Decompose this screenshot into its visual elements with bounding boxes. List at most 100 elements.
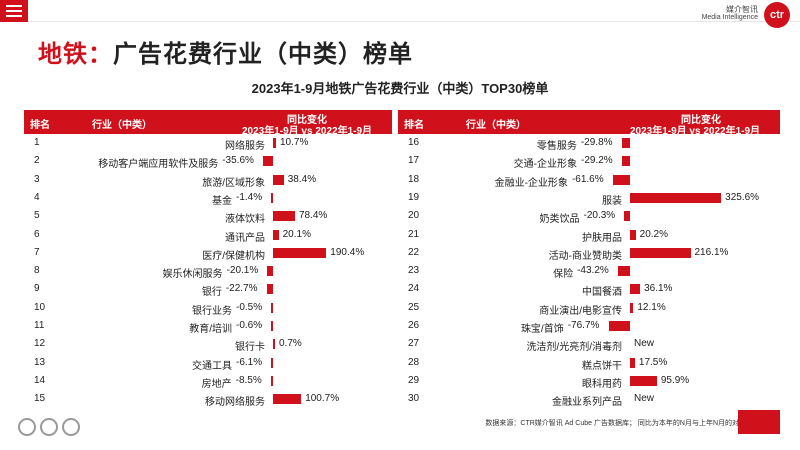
- value-label: -22.7%: [225, 283, 258, 295]
- category-label: 护肤用品: [582, 232, 622, 244]
- value-label: -43.2%: [577, 265, 609, 277]
- header-change-title: 同比变化: [681, 115, 721, 126]
- rank-label: 21: [408, 228, 420, 240]
- value-label: -20.1%: [226, 265, 259, 277]
- value-bar: [273, 138, 276, 148]
- value-label: 20.2%: [639, 228, 668, 240]
- page-title: 地铁：广告花费行业（中类）榜单: [38, 34, 413, 69]
- rank-label: 20: [408, 210, 420, 222]
- value-bar: [271, 192, 273, 203]
- value-label: New: [634, 338, 655, 350]
- rank-label: 16: [408, 137, 420, 148]
- category-label: 商业演出/电影宣传: [539, 305, 622, 317]
- page-title-prefix: 地铁：: [38, 41, 113, 68]
- header-industry: 行业（中类）: [92, 120, 152, 131]
- category-label: 交通工具: [192, 360, 232, 372]
- value-label: 216.1%: [694, 246, 729, 258]
- category-label: 网络服务: [225, 141, 265, 152]
- brand-logo: 媒介智讯 Media Intelligence ctr: [672, 2, 792, 28]
- table-row: 20 奶类饮品 -20.3%: [398, 207, 768, 225]
- table-row: 9 银行 -22.7%: [24, 280, 394, 298]
- table-row: 22 活动-商业赞助类 216.1%: [398, 244, 768, 262]
- rank-label: 14: [34, 374, 46, 386]
- rank-label: 9: [34, 283, 40, 295]
- value-label: 0.7%: [279, 338, 302, 350]
- value-bar: [608, 321, 630, 331]
- table-row: 6 通讯产品 20.1%: [24, 226, 394, 244]
- corner-accent: [738, 410, 780, 434]
- table-row: 16 零售服务 -29.8%: [398, 134, 768, 152]
- page-title-main: 广告花费行业（中类）榜单: [113, 41, 413, 68]
- value-label: 100.7%: [305, 393, 340, 405]
- value-bar: [266, 284, 273, 295]
- table-row: 27 洗洁剂/光亮剂/消毒剂 New: [398, 335, 768, 353]
- rank-label: 12: [34, 338, 46, 350]
- chart-title: 2023年1-9月地铁广告花费行业（中类）TOP30榜单: [251, 81, 549, 96]
- table-row: 8 娱乐休闲服务 -20.1%: [24, 262, 394, 280]
- table-header-left: 排名 行业（中类） 同比变化 2023年1-9月 vs 2022年1-9月: [24, 110, 392, 137]
- category-label: 眼科用药: [582, 378, 622, 390]
- rank-label: 7: [34, 246, 40, 258]
- menu-icon: [6, 5, 22, 17]
- category-label: 零售服务: [536, 141, 577, 152]
- category-label: 洗洁剂/光亮剂/消毒剂: [526, 342, 622, 354]
- rank-label: 10: [34, 301, 46, 313]
- rank-label: 15: [34, 393, 46, 405]
- category-label: 保险: [553, 269, 574, 281]
- logo-cn-text: 媒介智讯: [726, 5, 758, 14]
- value-bar: [267, 266, 273, 277]
- value-label: 20.1%: [282, 228, 311, 240]
- value-bar: [271, 302, 273, 313]
- rank-label: 5: [34, 210, 40, 222]
- category-label: 旅游/区域形象: [202, 177, 265, 189]
- category-label: 房地产: [201, 378, 232, 390]
- logo-en-text: Media Intelligence: [701, 14, 758, 21]
- table-row: 11 教育/培训 -0.6%: [24, 317, 394, 335]
- value-label: -0.6%: [236, 320, 263, 331]
- value-label: -1.4%: [236, 191, 263, 203]
- value-bar: [612, 174, 630, 185]
- rank-label: 11: [34, 320, 45, 331]
- badge-icon: [40, 418, 58, 436]
- table-row: 21 护肤用品 20.2%: [398, 226, 768, 244]
- category-label: 糕点饼干: [582, 360, 622, 372]
- rank-label: 27: [408, 338, 420, 350]
- value-label: New: [634, 393, 655, 405]
- value-bar: [630, 302, 634, 313]
- logo-mark: ctr: [764, 2, 790, 28]
- table-row: 10 银行业务 -0.5%: [24, 299, 394, 317]
- table-row: 5 液体饮料 78.4%: [24, 207, 394, 225]
- rank-label: 24: [408, 283, 420, 295]
- table-row: 4 基金 -1.4%: [24, 189, 394, 207]
- value-label: 10.7%: [279, 137, 309, 148]
- value-bar: [273, 174, 284, 185]
- value-bar: [621, 138, 630, 148]
- value-bar: [273, 394, 302, 405]
- value-bar: [263, 156, 273, 167]
- value-label: -61.6%: [571, 173, 604, 185]
- value-label: 36.1%: [644, 283, 673, 295]
- table-header-right: 排名 行业（中类） 同比变化 2023年1-9月 vs 2022年1-9月: [398, 110, 780, 137]
- value-bar: [621, 156, 630, 167]
- category-label: 液体饮料: [225, 214, 265, 226]
- value-label: -29.8%: [580, 137, 613, 148]
- table-row: 7 医疗/保健机构 190.4%: [24, 244, 394, 262]
- table-row: 26 珠宝/首饰 -76.7%: [398, 317, 768, 335]
- menu-button[interactable]: [0, 0, 28, 22]
- value-label: -35.6%: [222, 155, 254, 167]
- value-label: 17.5%: [638, 356, 668, 368]
- value-label: -76.7%: [567, 320, 600, 331]
- value-bar: [630, 247, 691, 258]
- category-label: 银行: [201, 287, 222, 299]
- table-row: 30 金融业系列产品 New: [398, 390, 768, 408]
- category-label: 移动网络服务: [205, 397, 265, 409]
- value-label: -6.1%: [236, 356, 263, 368]
- rank-label: 3: [34, 173, 40, 185]
- category-label: 基金: [212, 195, 232, 207]
- rank-label: 13: [34, 356, 46, 368]
- rank-label: 28: [408, 356, 420, 368]
- value-bar: [630, 229, 636, 240]
- rank-label: 8: [34, 265, 40, 277]
- category-label: 银行业务: [192, 305, 232, 317]
- value-bar: [630, 357, 635, 368]
